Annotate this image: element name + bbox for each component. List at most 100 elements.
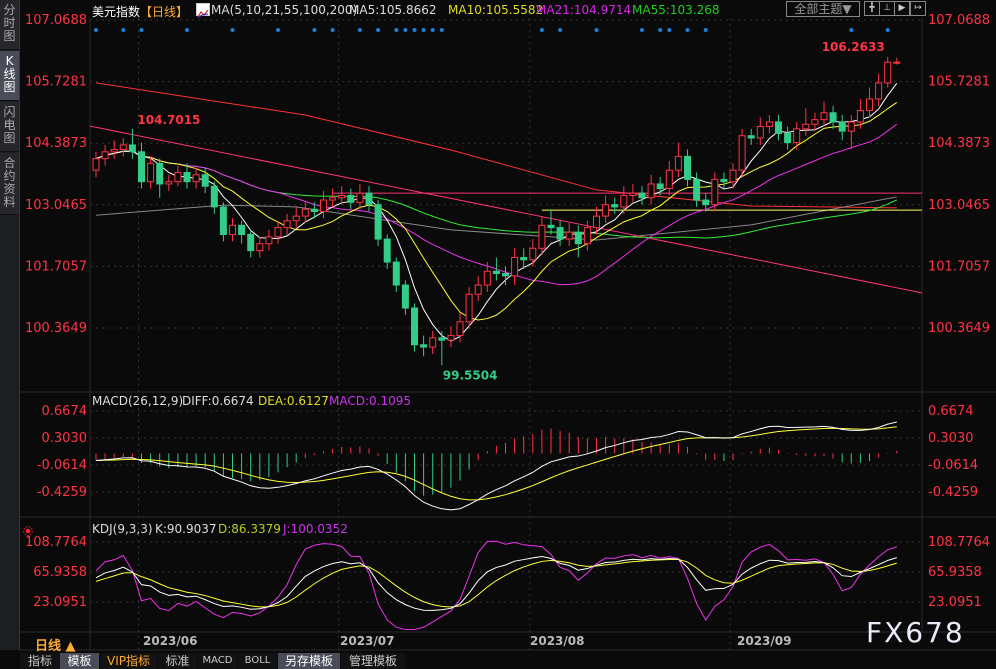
candle-body [638, 192, 646, 199]
macd-dea: DEA:0.6127 [258, 394, 329, 408]
candle-body [656, 183, 664, 190]
toolbar-macd[interactable]: MACD [198, 653, 237, 669]
candle-body [247, 233, 255, 252]
candle-body [847, 121, 855, 132]
candle-body [192, 174, 200, 183]
candle-body [474, 284, 482, 295]
candle-body [811, 119, 819, 125]
candle [101, 144, 109, 166]
scroll-end-icon[interactable]: ↦ [910, 1, 926, 16]
toolbar-standard[interactable]: 标准 [158, 653, 197, 669]
candle [411, 303, 418, 352]
event-marker [230, 28, 235, 32]
ma-chart-icon[interactable] [196, 3, 210, 19]
candle [238, 220, 246, 244]
candle [793, 121, 801, 150]
candle [702, 193, 710, 212]
kdj-axis-label-right: 65.9358 [928, 565, 982, 580]
candle [665, 160, 673, 196]
macd-axis-label-right: -0.4259 [928, 485, 978, 500]
candle-body [693, 178, 701, 201]
diff-line [95, 421, 897, 511]
candle-body [110, 149, 118, 153]
candle-body [138, 151, 145, 183]
toolbar-manage-template[interactable]: 管理模板 [341, 653, 405, 669]
candle-body [684, 155, 691, 180]
date-label-aug: 2023/08 [530, 634, 585, 648]
candle [520, 248, 528, 269]
candle [392, 257, 400, 292]
candle-body [884, 61, 892, 84]
event-marker [539, 28, 544, 32]
candle [92, 151, 100, 178]
candle [674, 142, 682, 178]
event-marker [376, 28, 381, 32]
candle [556, 220, 564, 246]
candle [183, 163, 191, 189]
candle [247, 229, 255, 258]
candle [602, 195, 610, 224]
candle [356, 183, 364, 210]
event-marker [594, 28, 599, 32]
toolbar-boll[interactable]: BOLL [238, 653, 277, 669]
kdj-axis-label-left: 65.9358 [33, 565, 87, 580]
price-axis-label-right: 105.7281 [928, 75, 990, 90]
price-axis-label-left: 104.3873 [25, 136, 87, 151]
instrument-title: 美元指数 [92, 5, 141, 19]
candle [511, 248, 519, 286]
sidebar-tab-contract[interactable]: 合约资料 [0, 153, 19, 215]
alert-dot-icon[interactable] [23, 521, 33, 536]
candle-body [356, 192, 364, 203]
candle [893, 57, 901, 65]
candle [156, 158, 164, 198]
sidebar-tab-kline[interactable]: K线图 [0, 51, 19, 101]
theme-select[interactable]: 全部主题▼ [786, 1, 860, 17]
period-switch[interactable]: 日线 ▲ [35, 639, 76, 654]
ma21-value: MA21:104.9714 [536, 3, 632, 17]
candle [547, 209, 555, 235]
toolbar-template[interactable]: 模板 [60, 653, 99, 669]
candle-body [802, 123, 810, 130]
candle-body [119, 144, 127, 151]
toolbar-indicator[interactable]: 指标 [20, 653, 60, 669]
candle [656, 177, 664, 196]
sidebar-tab-flash[interactable]: 闪电图 [0, 102, 19, 152]
low-annotation: 99.5504 [443, 368, 498, 382]
candle [165, 174, 173, 191]
candle-body [820, 112, 828, 121]
candle-body [210, 185, 218, 208]
candle [465, 287, 473, 329]
candle [784, 126, 792, 150]
candle [593, 206, 600, 235]
toolbar-vip-indicator[interactable]: VIP指标 [100, 653, 157, 669]
play-icon[interactable]: ▶ [894, 1, 910, 16]
sidebar-tab-timeshare[interactable]: 分时图 [0, 0, 19, 50]
toolbar-save-template[interactable]: 另存模板 [278, 653, 340, 669]
ma-params: MA(5,10,21,55,100,200) [211, 3, 358, 17]
candle-body [310, 208, 318, 213]
candle [119, 138, 127, 157]
price-axis-label-left: 100.3649 [25, 321, 87, 336]
candle [775, 115, 782, 141]
candle [684, 149, 691, 187]
candle [219, 202, 227, 242]
ma200-line [95, 82, 897, 209]
candle [138, 142, 145, 189]
candle-body [320, 199, 327, 213]
event-marker [885, 28, 890, 32]
candle-body [547, 224, 555, 229]
trendline [89, 125, 923, 294]
candle [128, 128, 136, 159]
event-marker [640, 28, 644, 32]
candle-body [128, 144, 136, 153]
candle-body [893, 61, 901, 64]
candle [875, 73, 883, 106]
kdj-axis-label-right: 23.0951 [928, 595, 982, 610]
event-marker [658, 28, 663, 32]
candle-body [647, 183, 655, 199]
event-marker [330, 28, 335, 32]
price-axis-label-right: 107.0688 [928, 13, 990, 28]
candle-body [401, 284, 409, 309]
candle-body [147, 162, 155, 183]
